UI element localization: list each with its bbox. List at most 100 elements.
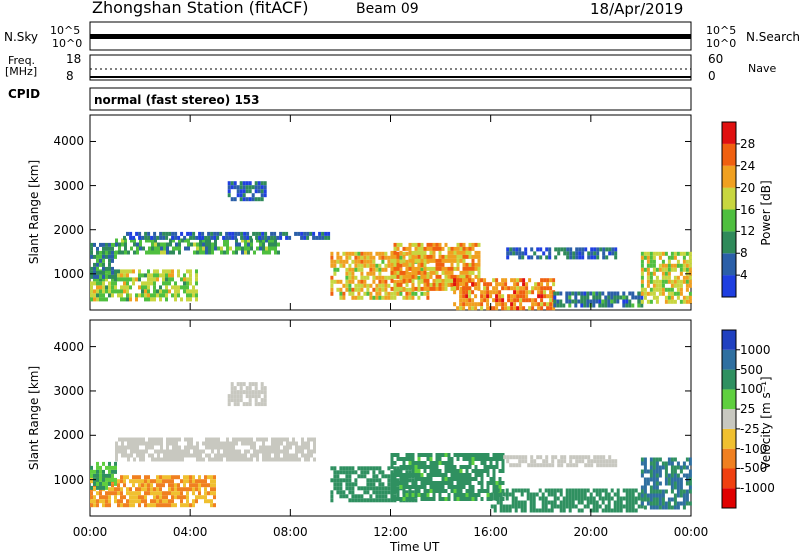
power-cell (138, 293, 141, 298)
power-cell (99, 270, 102, 275)
velocity-cell (114, 491, 117, 496)
power-cell (265, 238, 268, 243)
power-cell (375, 263, 379, 268)
velocity-cell (508, 504, 512, 509)
velocity-cell (643, 489, 647, 494)
velocity-cell (292, 437, 295, 442)
power-cell (153, 273, 156, 278)
power-cell (423, 254, 427, 259)
power-cell (652, 251, 656, 256)
power-cell (646, 271, 650, 276)
velocity-cell (501, 469, 505, 473)
velocity-cell (162, 503, 165, 508)
velocity-cell (667, 501, 671, 506)
power-cell (510, 278, 514, 283)
velocity-cell (640, 501, 644, 506)
velocity-cell (133, 449, 136, 454)
velocity-cell (688, 501, 692, 506)
power-cell (273, 231, 277, 236)
velocity-cell (289, 453, 292, 458)
power-cell (667, 263, 671, 268)
velocity-cell (664, 489, 668, 494)
power-cell (661, 267, 665, 272)
velocity-cell (566, 463, 570, 468)
power-cell (559, 299, 563, 304)
power-cell (519, 302, 523, 307)
velocity-cell (124, 449, 127, 454)
velocity-cell (554, 455, 558, 460)
power-cell (202, 246, 205, 251)
velocity-cell (559, 504, 563, 509)
power-cell (211, 250, 214, 255)
velocity-cell (450, 489, 454, 493)
power-cell (102, 258, 105, 263)
velocity-cell (248, 386, 252, 391)
velocity-cell (330, 478, 334, 483)
power-cell (235, 242, 238, 247)
velocity-cell (676, 465, 680, 470)
velocity-cell (501, 465, 505, 469)
power-cell (390, 250, 394, 255)
power-cell (583, 299, 587, 304)
power-cell (357, 291, 361, 296)
power-cell (96, 285, 99, 290)
velocity-cell (471, 457, 475, 461)
velocity-cell (498, 477, 502, 481)
velocity-cell (480, 485, 484, 489)
nsky-trace (90, 34, 691, 39)
velocity-cell (298, 457, 301, 462)
power-cell (531, 306, 535, 311)
velocity-cell (649, 469, 653, 474)
power-cell (387, 263, 391, 268)
velocity-cell (399, 481, 403, 485)
velocity-cell (387, 466, 391, 471)
power-cell (516, 286, 520, 291)
power-cell (124, 238, 127, 243)
velocity-cell (527, 463, 531, 468)
velocity-cell (277, 453, 280, 458)
velocity-cell (132, 479, 135, 484)
power-cell (525, 290, 529, 295)
power-cell (643, 255, 647, 260)
power-cell (150, 281, 153, 286)
velocity-cell (569, 455, 573, 460)
velocity-cell (652, 461, 656, 466)
power-cell (685, 279, 689, 284)
velocity-cell (679, 481, 683, 486)
velocity-cell (556, 496, 560, 501)
power-cell (676, 279, 680, 284)
velocity-cell (595, 492, 599, 497)
power-cell (214, 242, 217, 247)
power-cell (595, 299, 599, 304)
power-cell (183, 273, 186, 278)
station-title: Zhongshan Station (fitACF) (92, 0, 309, 17)
velocity-cell (310, 453, 313, 458)
power-cell (96, 258, 99, 263)
velocity-cell (453, 477, 457, 481)
velocity-cell (480, 477, 484, 481)
power-cell (393, 254, 397, 259)
velocity-cell (679, 489, 683, 494)
power-cell (121, 242, 124, 247)
power-cell (196, 242, 199, 247)
power-cell (345, 255, 349, 260)
power-cell (444, 278, 448, 283)
velocity-cell (147, 491, 150, 496)
power-cell (108, 289, 111, 294)
power-cell (247, 242, 250, 247)
power-cell (405, 295, 409, 300)
power-cell (670, 255, 674, 260)
power-cell (682, 251, 686, 256)
velocity-cell (93, 499, 96, 504)
power-cell (640, 259, 644, 264)
power-cell (661, 279, 665, 284)
power-cell (227, 185, 231, 190)
power-cell (537, 286, 541, 291)
power-cell (549, 298, 553, 303)
power-cell (189, 289, 192, 294)
nsearch-tick-bottom: 10^0 (706, 37, 737, 50)
power-cell (405, 251, 409, 256)
power-cell (483, 286, 487, 291)
velocity-cell (117, 483, 120, 488)
power-cell (351, 279, 355, 284)
